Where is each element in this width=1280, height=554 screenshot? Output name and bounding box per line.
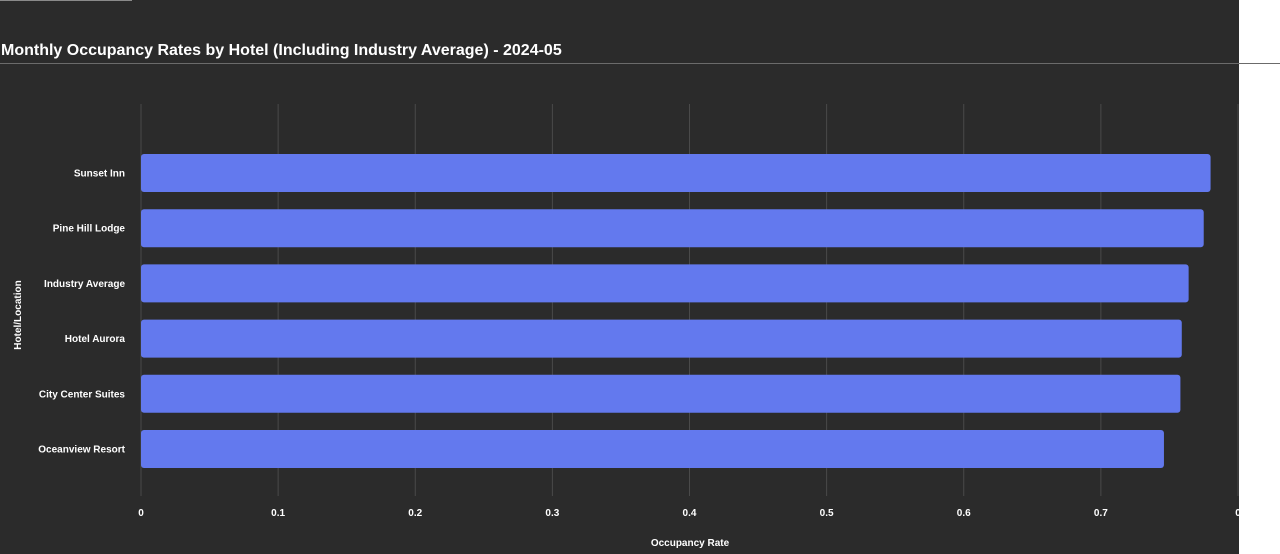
y-tick-label: Industry Average xyxy=(44,279,125,290)
y-tick-label: Oceanview Resort xyxy=(38,445,125,456)
chart-title: Monthly Occupancy Rates by Hotel (Includ… xyxy=(1,42,562,59)
bars xyxy=(141,154,1211,468)
y-tick-label: City Center Suites xyxy=(39,389,126,400)
title-divider xyxy=(0,63,1280,64)
x-tick-label: 0 xyxy=(1235,508,1239,519)
y-tick-label: Hotel Aurora xyxy=(65,334,126,345)
bar xyxy=(141,374,1181,413)
x-tick-label: 0.3 xyxy=(545,508,559,519)
x-tick-labels: 0 0.1 0.2 0.3 0.4 0.5 0.6 0.7 0 xyxy=(138,508,1239,519)
x-tick-label: 0.6 xyxy=(957,508,971,519)
x-tick-label: 0.4 xyxy=(683,508,697,519)
bar xyxy=(141,209,1204,248)
x-tick-label: 0.5 xyxy=(820,508,834,519)
x-axis-title: Occupancy Rate xyxy=(651,538,730,549)
bar xyxy=(141,154,1211,192)
bar-chart: Sunset Inn Pine Hill Lodge Industry Averag… xyxy=(13,104,1239,549)
top-divider xyxy=(0,0,132,1)
y-axis-title: Hotel/Location xyxy=(13,280,24,349)
x-tick-label: 0.2 xyxy=(408,508,422,519)
bar xyxy=(141,430,1164,468)
bar xyxy=(141,319,1182,358)
x-tick-label: 0.7 xyxy=(1094,508,1108,519)
y-tick-label: Pine Hill Lodge xyxy=(53,224,126,235)
y-tick-labels: Sunset Inn Pine Hill Lodge Industry Averag… xyxy=(38,169,125,456)
x-tick-label: 0.1 xyxy=(271,508,285,519)
bar xyxy=(141,264,1189,303)
y-tick-label: Sunset Inn xyxy=(74,169,125,180)
x-tick-label: 0 xyxy=(138,508,144,519)
